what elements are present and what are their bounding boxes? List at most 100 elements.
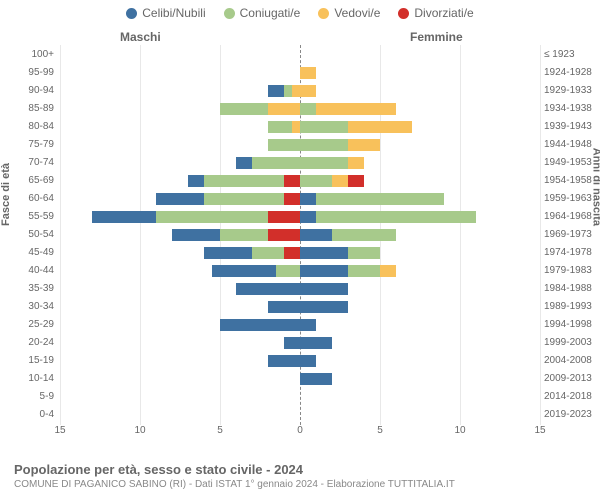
bar-segment-coniugati (300, 139, 348, 151)
bar-segment-coniugati (332, 229, 396, 241)
bar-female (300, 373, 332, 385)
bar-male (220, 103, 300, 115)
bar-male (236, 157, 300, 169)
bar-male (236, 283, 300, 295)
bar-male (268, 85, 300, 97)
header-male: Maschi (120, 30, 161, 44)
age-label: 0-4 (4, 410, 54, 420)
chart-rows (60, 45, 540, 425)
bar-male (188, 175, 300, 187)
x-tick-label: 5 (377, 425, 383, 436)
bar-segment-coniugati (300, 175, 332, 187)
birth-year-label: 1974-1978 (544, 248, 600, 258)
bar-female (300, 67, 316, 79)
bar-segment-celibi (268, 301, 300, 313)
legend-label: Coniugati/e (240, 6, 301, 20)
bar-segment-vedovi (348, 157, 364, 169)
x-tick-label: 15 (54, 425, 65, 436)
birth-year-label: 1934-1938 (544, 104, 600, 114)
age-label: 35-39 (4, 284, 54, 294)
legend-label: Celibi/Nubili (142, 6, 205, 20)
bar-segment-celibi (300, 247, 348, 259)
birth-year-label: 1999-2003 (544, 338, 600, 348)
chart-container: Celibi/Nubili Coniugati/e Vedovi/e Divor… (0, 0, 600, 500)
bar-segment-coniugati (252, 247, 284, 259)
bar-female (300, 139, 380, 151)
pyramid-row (60, 407, 540, 425)
pyramid-row (60, 371, 540, 389)
bar-female (300, 337, 332, 349)
birth-year-label: 1949-1953 (544, 158, 600, 168)
birth-year-label: 1964-1968 (544, 212, 600, 222)
bar-segment-vedovi (292, 121, 300, 133)
bar-segment-coniugati (316, 193, 444, 205)
age-label: 85-89 (4, 104, 54, 114)
x-tick-label: 10 (454, 425, 465, 436)
bar-segment-coniugati (300, 103, 316, 115)
birth-year-label: 1959-1963 (544, 194, 600, 204)
age-label: 75-79 (4, 140, 54, 150)
bar-segment-vedovi (268, 103, 300, 115)
chart-plot-area (60, 45, 540, 425)
bar-segment-vedovi (348, 139, 380, 151)
bar-segment-coniugati (268, 139, 300, 151)
legend-swatch-vedovi (318, 8, 329, 19)
pyramid-row (60, 299, 540, 317)
birth-year-label: 1954-1958 (544, 176, 600, 186)
bar-segment-coniugati (348, 265, 380, 277)
birth-year-label: ≤ 1923 (544, 50, 600, 60)
birth-year-label: 1944-1948 (544, 140, 600, 150)
pyramid-row (60, 317, 540, 335)
bar-segment-divorziati (284, 247, 300, 259)
bar-segment-coniugati (316, 211, 476, 223)
bar-female (300, 229, 396, 241)
bar-segment-celibi (220, 319, 300, 331)
age-label: 30-34 (4, 302, 54, 312)
bar-segment-celibi (300, 373, 332, 385)
bar-segment-divorziati (348, 175, 364, 187)
bar-segment-celibi (268, 355, 300, 367)
birth-year-label: 1984-1988 (544, 284, 600, 294)
bar-segment-celibi (300, 301, 348, 313)
bar-segment-divorziati (284, 193, 300, 205)
bar-female (300, 85, 316, 97)
bar-segment-divorziati (268, 211, 300, 223)
bar-segment-celibi (300, 355, 316, 367)
birth-year-label: 1994-1998 (544, 320, 600, 330)
pyramid-row (60, 353, 540, 371)
header-female: Femmine (410, 30, 463, 44)
x-tick-label: 5 (217, 425, 223, 436)
bar-segment-coniugati (220, 103, 268, 115)
x-axis: 15105051015 (60, 425, 540, 443)
birth-year-label: 1989-1993 (544, 302, 600, 312)
bar-segment-coniugati (204, 193, 284, 205)
bar-male (268, 301, 300, 313)
pyramid-row (60, 191, 540, 209)
bar-segment-celibi (172, 229, 220, 241)
pyramid-row (60, 245, 540, 263)
legend-swatch-divorziati (398, 8, 409, 19)
bar-male (156, 193, 300, 205)
bar-segment-coniugati (252, 157, 300, 169)
legend-item-vedovi: Vedovi/e (318, 6, 380, 20)
birth-year-label: 2019-2023 (544, 410, 600, 420)
bar-female (300, 103, 396, 115)
bar-segment-divorziati (268, 229, 300, 241)
pyramid-row (60, 209, 540, 227)
bar-male (92, 211, 300, 223)
bar-segment-celibi (236, 283, 300, 295)
pyramid-row (60, 83, 540, 101)
chart-subtitle: COMUNE DI PAGANICO SABINO (RI) - Dati IS… (14, 479, 455, 490)
y-right-axis: ≤ 19231924-19281929-19331934-19381939-19… (540, 45, 600, 425)
bar-segment-celibi (300, 337, 332, 349)
pyramid-row (60, 335, 540, 353)
age-label: 60-64 (4, 194, 54, 204)
birth-year-label: 1939-1943 (544, 122, 600, 132)
birth-year-label: 2004-2008 (544, 356, 600, 366)
bar-female (300, 121, 412, 133)
x-tick-label: 0 (297, 425, 303, 436)
bar-segment-coniugati (300, 157, 348, 169)
grid-line (540, 45, 541, 425)
bar-segment-celibi (300, 265, 348, 277)
age-label: 15-19 (4, 356, 54, 366)
